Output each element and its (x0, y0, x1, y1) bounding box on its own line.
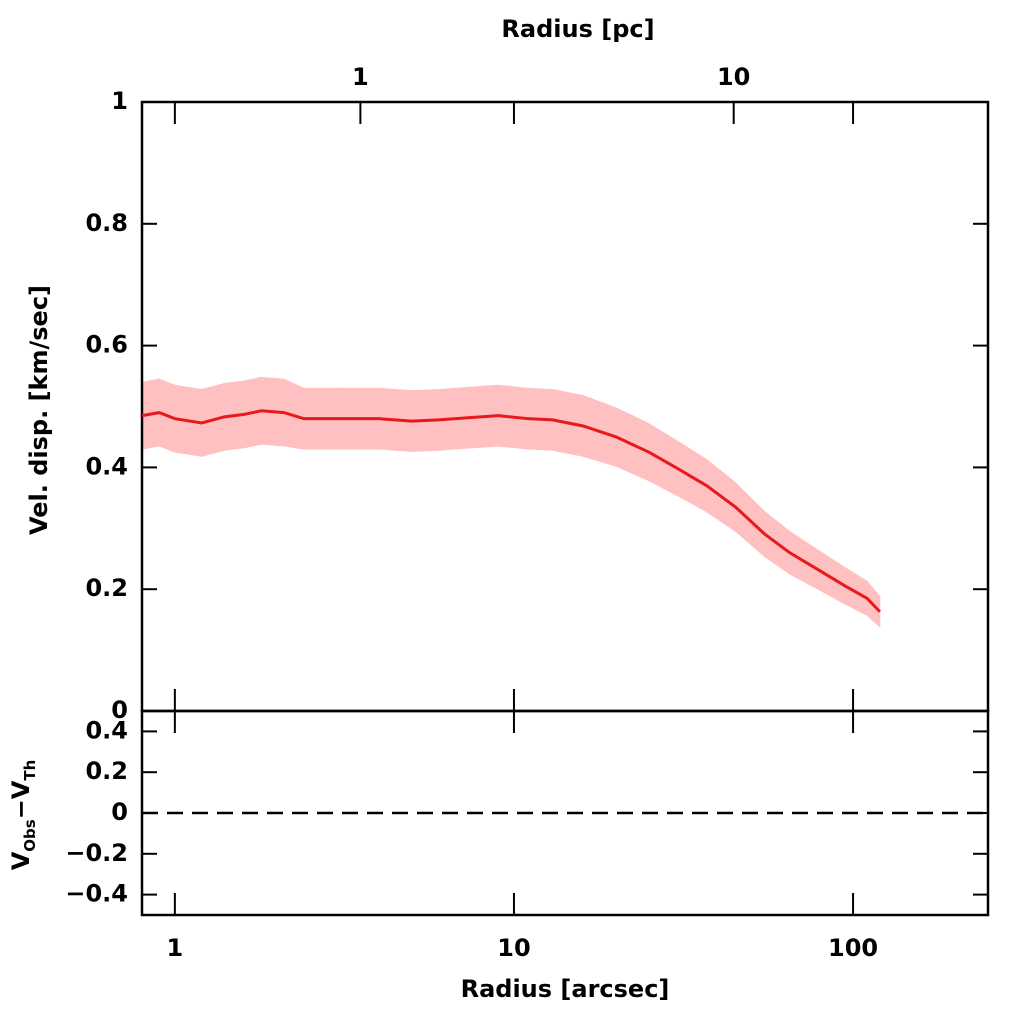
top-tick-label: 1 (352, 63, 369, 91)
y-tick-label: 0.4 (85, 716, 128, 744)
label-part: Obs (21, 819, 39, 851)
top-axis-label: Radius [pc] (501, 15, 654, 43)
line (141, 409, 881, 613)
x-tick-label: 100 (828, 934, 878, 962)
x-axis-label: Radius [arcsec] (461, 975, 670, 1003)
x-tick-label: 1 (167, 934, 184, 962)
y-tick-label: 1 (111, 87, 128, 115)
y-tick-label: 0.6 (85, 331, 128, 359)
residual-y-label: VObs−VTh (7, 760, 39, 871)
y-tick-label: −0.4 (65, 880, 128, 908)
x-tick-label: 10 (497, 934, 530, 962)
y-tick-label: 0 (111, 798, 128, 826)
y-tick-label: 0 (111, 696, 128, 724)
label-part: Th (21, 760, 39, 781)
top-tick-label: 10 (717, 63, 750, 91)
band-group (141, 376, 881, 628)
y-tick-label: 0.8 (85, 209, 128, 237)
label-part: −V (7, 780, 35, 819)
y-axis-label: Vel. disp. [km/sec] (25, 285, 53, 535)
y-tick-label: −0.2 (65, 839, 128, 867)
y-tick-label: 0.4 (85, 452, 128, 480)
y-tick-label: 0.2 (85, 757, 128, 785)
y-tick-label: 0.2 (85, 574, 128, 602)
label-part: V (7, 851, 35, 870)
